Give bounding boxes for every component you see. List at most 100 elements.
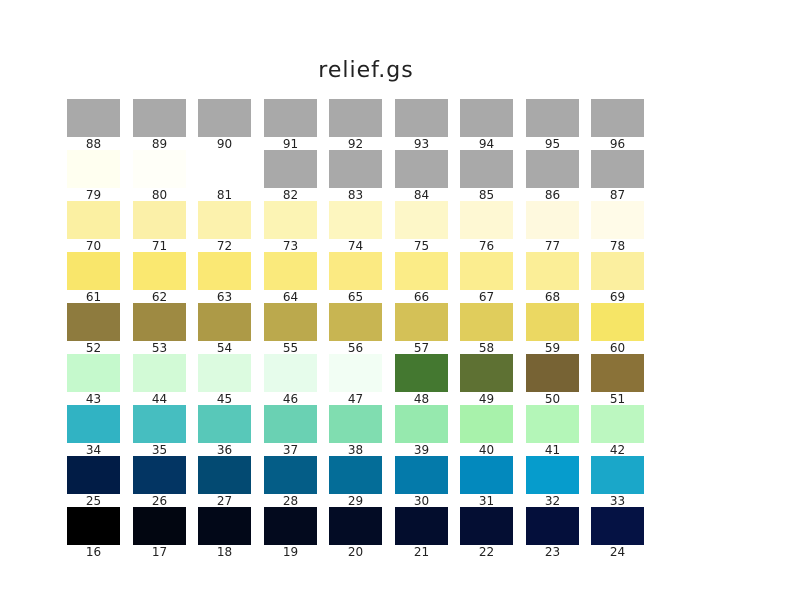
color-swatch (460, 201, 513, 239)
swatch-index-label: 92 (347, 137, 364, 151)
color-swatch (198, 303, 251, 341)
swatch-index-label: 44 (151, 392, 168, 406)
color-swatch (264, 99, 317, 137)
color-swatch (198, 252, 251, 290)
swatch-index-label: 39 (413, 443, 430, 457)
color-swatch (591, 99, 644, 137)
color-swatch (395, 507, 448, 545)
color-swatch (67, 150, 120, 188)
color-swatch (395, 354, 448, 392)
color-swatch (329, 150, 382, 188)
color-swatch (329, 201, 382, 239)
swatch-index-label: 95 (544, 137, 561, 151)
color-swatch (395, 252, 448, 290)
color-swatch (264, 303, 317, 341)
swatch-index-label: 66 (413, 290, 430, 304)
color-swatch (198, 456, 251, 494)
color-swatch (591, 405, 644, 443)
color-swatch (460, 303, 513, 341)
swatch-index-label: 78 (609, 239, 626, 253)
swatch-index-label: 79 (85, 188, 102, 202)
swatch-index-label: 89 (151, 137, 168, 151)
color-swatch (133, 354, 186, 392)
color-swatch (133, 150, 186, 188)
swatch-index-label: 50 (544, 392, 561, 406)
color-swatch (329, 99, 382, 137)
swatch-index-label: 80 (151, 188, 168, 202)
swatch-index-label: 33 (609, 494, 626, 508)
swatch-index-label: 58 (478, 341, 495, 355)
color-swatch (67, 456, 120, 494)
color-swatch (526, 150, 579, 188)
color-swatch (264, 456, 317, 494)
color-swatch (133, 456, 186, 494)
swatch-index-label: 51 (609, 392, 626, 406)
swatch-index-label: 64 (282, 290, 299, 304)
color-swatch (395, 405, 448, 443)
swatch-index-label: 86 (544, 188, 561, 202)
color-swatch (133, 99, 186, 137)
color-swatch (591, 150, 644, 188)
swatch-index-label: 77 (544, 239, 561, 253)
swatch-index-label: 38 (347, 443, 364, 457)
swatch-index-label: 63 (216, 290, 233, 304)
color-swatch (133, 405, 186, 443)
color-swatch (591, 201, 644, 239)
color-swatch (264, 405, 317, 443)
swatch-index-label: 20 (347, 545, 364, 559)
color-swatch (329, 354, 382, 392)
swatch-index-label: 27 (216, 494, 233, 508)
swatch-index-label: 26 (151, 494, 168, 508)
swatch-index-label: 36 (216, 443, 233, 457)
swatch-index-label: 25 (85, 494, 102, 508)
color-swatch (526, 303, 579, 341)
swatch-index-label: 61 (85, 290, 102, 304)
swatch-index-label: 88 (85, 137, 102, 151)
swatch-index-label: 81 (216, 188, 233, 202)
swatch-index-label: 30 (413, 494, 430, 508)
swatch-index-label: 24 (609, 545, 626, 559)
color-swatch (133, 507, 186, 545)
color-swatch (198, 405, 251, 443)
color-swatch (329, 456, 382, 494)
color-swatch (591, 252, 644, 290)
swatch-index-label: 93 (413, 137, 430, 151)
swatch-index-label: 67 (478, 290, 495, 304)
color-swatch (460, 507, 513, 545)
color-swatch (133, 201, 186, 239)
swatch-index-label: 73 (282, 239, 299, 253)
swatch-index-label: 85 (478, 188, 495, 202)
swatch-index-label: 57 (413, 341, 430, 355)
swatch-index-label: 49 (478, 392, 495, 406)
swatch-index-label: 91 (282, 137, 299, 151)
color-swatch (67, 201, 120, 239)
swatch-index-label: 54 (216, 341, 233, 355)
swatch-index-label: 69 (609, 290, 626, 304)
color-swatch (264, 201, 317, 239)
color-swatch (264, 252, 317, 290)
swatch-index-label: 62 (151, 290, 168, 304)
swatch-index-label: 41 (544, 443, 561, 457)
swatch-index-label: 96 (609, 137, 626, 151)
color-swatch (67, 354, 120, 392)
color-swatch (67, 252, 120, 290)
swatch-index-label: 55 (282, 341, 299, 355)
swatch-index-label: 56 (347, 341, 364, 355)
color-swatch (526, 405, 579, 443)
color-swatch (526, 507, 579, 545)
color-swatch (460, 150, 513, 188)
color-swatch (591, 354, 644, 392)
swatch-index-label: 87 (609, 188, 626, 202)
swatch-index-label: 43 (85, 392, 102, 406)
swatch-index-label: 74 (347, 239, 364, 253)
color-swatch (591, 303, 644, 341)
swatch-index-label: 53 (151, 341, 168, 355)
color-swatch (264, 507, 317, 545)
swatch-index-label: 72 (216, 239, 233, 253)
color-swatch (526, 354, 579, 392)
swatch-index-label: 84 (413, 188, 430, 202)
swatch-index-label: 46 (282, 392, 299, 406)
color-swatch (264, 354, 317, 392)
color-swatch (264, 150, 317, 188)
